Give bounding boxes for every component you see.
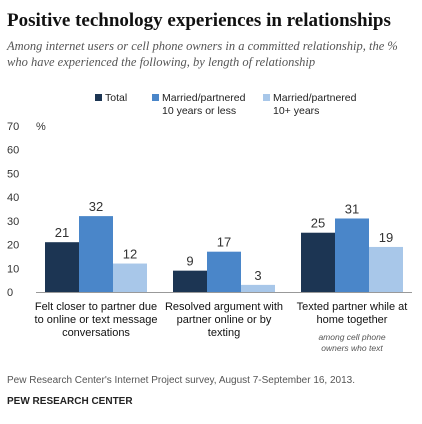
legend-label-2: Married/partnered xyxy=(162,92,246,104)
bar-3-1 xyxy=(113,263,147,292)
y-tick-label: 70 xyxy=(7,121,19,133)
category-note: among cell phone xyxy=(318,332,385,342)
data-label: 9 xyxy=(186,254,193,269)
data-label: 3 xyxy=(254,268,261,283)
data-label: 17 xyxy=(217,235,231,250)
bar-1-1 xyxy=(45,242,79,292)
chart-title: Positive technology experiences in relat… xyxy=(7,10,391,31)
organization-label: PEW RESEARCH CENTER xyxy=(7,396,133,407)
category-note: owners who text xyxy=(321,343,383,353)
subtitle-line-1: Among internet users or cell phone owner… xyxy=(6,39,398,53)
y-tick-label: 40 xyxy=(7,192,19,204)
bar-3-3 xyxy=(369,246,403,292)
legend-label-3: 10+ years xyxy=(273,105,319,117)
data-label: 25 xyxy=(311,216,325,231)
category-label-2: partner online or by xyxy=(177,314,272,326)
category-label-2: Resolved argument with xyxy=(165,301,283,313)
legend-label-1: Total xyxy=(105,92,127,104)
legend-swatch-2 xyxy=(152,94,159,101)
legend-swatch-3 xyxy=(263,94,270,101)
category-label-1: Felt closer to partner due xyxy=(35,301,157,313)
data-label: 12 xyxy=(123,247,137,262)
bar-2-1 xyxy=(79,216,113,292)
data-label: 32 xyxy=(89,199,103,214)
source-note: Pew Research Center's Internet Project s… xyxy=(7,375,355,386)
category-label-1: conversations xyxy=(62,327,130,339)
category-label-2: texting xyxy=(208,327,240,339)
y-tick-label: 0 xyxy=(7,287,13,299)
data-label: 19 xyxy=(379,230,393,245)
y-tick-label: 50 xyxy=(7,168,19,180)
legend-swatch-1 xyxy=(95,94,102,101)
y-tick-label: 10 xyxy=(7,263,19,275)
y-unit-label: % xyxy=(36,121,46,133)
legend-label-3: Married/partnered xyxy=(273,92,357,104)
bar-2-2 xyxy=(207,251,241,292)
subtitle-line-2: who have experienced the following, by l… xyxy=(7,55,315,69)
y-axis: 0 10 20 30 40 50 60 70% xyxy=(7,121,46,299)
category-label-1: to online or text message xyxy=(35,314,158,326)
y-tick-label: 30 xyxy=(7,216,19,228)
y-tick-label: 60 xyxy=(7,145,19,157)
y-tick-label: 20 xyxy=(7,240,19,252)
category-label-3: Texted partner while at xyxy=(297,301,408,313)
legend-label-2: 10 years or less xyxy=(162,105,236,117)
data-label: 21 xyxy=(55,225,69,240)
bar-3-2 xyxy=(241,284,275,292)
bar-1-3 xyxy=(301,232,335,292)
data-label: 31 xyxy=(345,201,359,216)
bar-2-3 xyxy=(335,218,369,292)
bar-area: 21 32 12 9 17 3 25 31 19 xyxy=(36,199,412,293)
bar-1-2 xyxy=(173,270,207,292)
category-label-3: home together xyxy=(317,314,388,326)
